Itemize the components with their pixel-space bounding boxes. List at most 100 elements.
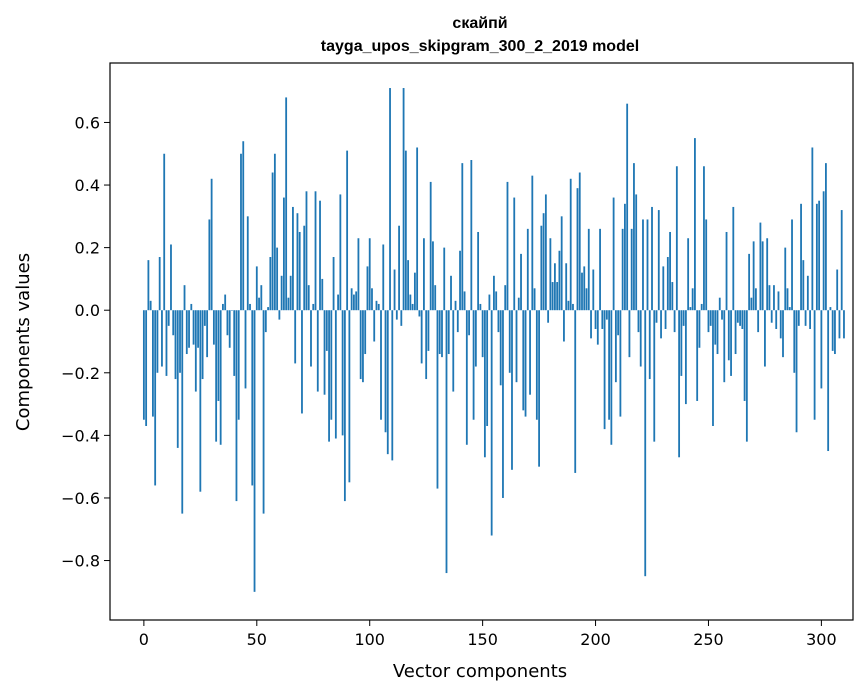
bar [651,206,653,311]
bar [714,310,717,345]
bar [149,300,152,311]
bar [416,147,419,311]
bar [784,247,787,311]
bar [585,288,588,311]
bar [212,310,215,345]
bar [479,303,482,311]
bar [777,291,780,311]
bar [542,213,545,311]
bar [773,285,775,311]
bar [461,163,464,311]
bar [305,191,308,311]
bar [587,228,590,311]
bar [795,310,798,433]
bar [626,103,629,311]
bar [201,310,204,380]
bar [825,163,827,311]
x-tick-label: 250 [693,630,724,649]
bar [549,238,552,311]
bar [395,310,398,320]
bar [472,310,475,420]
bar [612,197,615,311]
bar [630,228,633,311]
bar [520,253,522,311]
x-axis-ticks: 0 50 100 150 200 250 300 [139,620,837,649]
bar [538,310,540,467]
bar [718,297,721,311]
bar [831,310,834,351]
bar [748,253,751,311]
bar [655,310,658,323]
bar [483,310,486,458]
bar [725,231,728,311]
bar [269,257,272,311]
bar [486,310,489,426]
bar [271,172,274,311]
bar [569,178,572,311]
bar [289,275,292,311]
bar [192,310,195,345]
bar [707,310,710,333]
bar [644,310,647,577]
bar [653,310,656,442]
bar [165,310,168,376]
bar [413,272,416,311]
bar [425,310,428,380]
bar [815,203,818,311]
bar [556,282,559,311]
bar [323,310,326,395]
bar [788,307,791,311]
bar [594,310,597,329]
bar [605,310,608,320]
bar [506,181,509,311]
bar [779,310,782,339]
bar [310,310,312,367]
bar [754,288,757,311]
bar [750,297,753,311]
bar [167,310,170,326]
bar [567,300,570,311]
bar [809,310,811,329]
x-tick-label: 150 [467,630,498,649]
bar [526,228,529,311]
bar [739,310,741,326]
bar [228,310,231,348]
bar [662,266,665,311]
bar [639,310,642,367]
bar [596,310,599,345]
x-tick-label: 200 [580,630,611,649]
bar [517,297,520,311]
x-axis-label: Vector components [393,661,567,682]
bar [614,310,617,383]
bar [264,310,267,333]
bar [217,310,220,401]
bar [237,310,240,420]
bar [172,310,175,336]
bar [734,310,737,355]
bar [761,241,764,311]
bar [273,153,276,311]
bar [628,310,631,358]
bar [522,310,525,411]
bar [398,225,400,311]
bar [671,282,674,311]
bar [355,291,358,311]
bar [558,250,561,311]
bar [436,310,439,489]
bar [694,138,696,311]
bar [402,88,405,311]
bar [328,310,330,442]
bar [646,219,649,311]
bar [786,288,789,311]
bar [434,285,437,311]
bar [258,297,260,311]
bar [389,88,391,311]
bar [766,238,769,311]
bar [736,310,739,323]
bar [206,310,209,358]
bar [603,310,606,430]
bar [468,310,470,336]
bar [219,310,222,445]
bar [563,310,565,342]
bar [438,310,441,355]
